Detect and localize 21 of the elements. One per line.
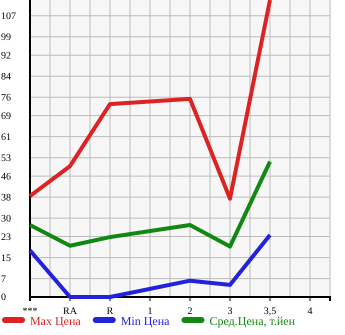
line-series (28, 160, 272, 249)
y-tick-label: 61 (1, 132, 11, 143)
y-tick-label: 23 (1, 232, 11, 243)
x-tick-label: R (106, 306, 114, 318)
y-tick-label: 99 (1, 32, 11, 43)
line-series (28, 0, 272, 201)
y-tick-label: 69 (1, 110, 11, 122)
y-tick-label: 38 (1, 192, 11, 204)
x-tick-label: 4 (308, 306, 312, 318)
y-tick-label: 92 (1, 50, 11, 62)
y-tick-label: 7 (1, 274, 6, 285)
y-tick-label: 84 (1, 71, 11, 82)
y-tick-label: 107 (1, 10, 16, 22)
y-tick-label: 30 (1, 213, 11, 224)
x-tick-label: 2 (188, 306, 192, 318)
y-tick-label: 0 (1, 292, 6, 304)
y-tick-label: 76 (1, 92, 11, 104)
line-series (28, 232, 272, 299)
y-tick-label: 15 (1, 252, 11, 264)
y-tick-label: 46 (1, 171, 11, 182)
y-tick-label: 53 (1, 152, 11, 164)
